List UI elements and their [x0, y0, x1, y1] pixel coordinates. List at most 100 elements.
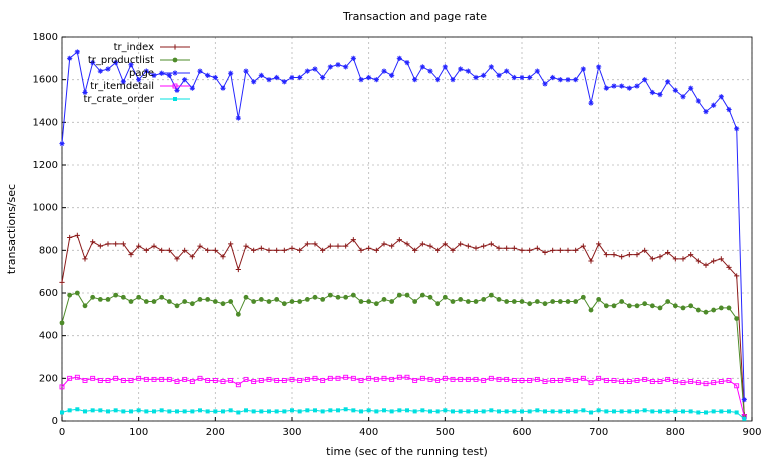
point	[228, 408, 233, 413]
point	[105, 378, 111, 383]
point	[511, 378, 517, 383]
point	[182, 376, 188, 382]
point	[105, 66, 111, 72]
point	[542, 81, 548, 87]
point	[557, 378, 563, 383]
point	[649, 89, 655, 96]
point	[197, 375, 203, 381]
point	[504, 376, 510, 382]
x-tick-label: 100	[129, 427, 148, 438]
point	[129, 409, 133, 414]
point	[274, 297, 280, 302]
y-tick-label: 400	[39, 331, 58, 342]
point	[343, 243, 349, 249]
point	[389, 376, 395, 382]
point	[289, 245, 295, 251]
point	[190, 409, 195, 414]
point	[681, 409, 685, 414]
point	[688, 85, 694, 91]
point	[381, 375, 387, 381]
point	[435, 378, 441, 383]
point	[213, 409, 218, 414]
series-line	[61, 292, 745, 417]
point	[244, 408, 248, 413]
point	[374, 409, 379, 414]
point	[451, 409, 455, 414]
point	[726, 305, 732, 311]
point	[450, 77, 456, 83]
point	[474, 409, 478, 414]
point	[106, 409, 110, 414]
point	[404, 60, 410, 66]
point	[665, 79, 671, 85]
point	[396, 292, 402, 298]
point	[734, 383, 740, 389]
point	[189, 301, 195, 307]
point	[136, 243, 142, 249]
point	[274, 378, 280, 383]
point	[389, 299, 395, 304]
point	[59, 279, 65, 285]
point	[251, 409, 256, 414]
point	[212, 299, 218, 304]
point	[589, 410, 593, 415]
point	[718, 305, 724, 311]
point	[619, 83, 625, 89]
point	[235, 115, 241, 121]
point	[366, 74, 372, 81]
point	[320, 247, 326, 253]
legend-marker	[172, 83, 178, 89]
point	[251, 247, 257, 253]
point	[588, 258, 594, 264]
point	[358, 247, 364, 253]
point	[435, 77, 441, 83]
point	[458, 409, 463, 414]
chart-title: Transaction and page rate	[342, 10, 487, 23]
point	[67, 234, 73, 241]
point	[596, 297, 602, 302]
point	[695, 98, 701, 104]
point	[175, 409, 179, 414]
point	[159, 247, 165, 253]
point	[603, 378, 609, 383]
point	[74, 290, 80, 296]
point	[243, 376, 249, 382]
point	[67, 292, 73, 298]
point	[612, 409, 616, 414]
point	[527, 409, 532, 414]
point	[573, 299, 579, 304]
point	[557, 247, 563, 253]
point	[435, 409, 440, 414]
point	[166, 72, 172, 78]
point	[581, 408, 586, 413]
point	[67, 375, 73, 381]
point	[220, 379, 226, 384]
point	[496, 376, 502, 382]
point	[442, 64, 448, 70]
point	[60, 410, 64, 415]
point	[235, 382, 241, 388]
point	[412, 378, 418, 383]
point	[97, 68, 103, 74]
point	[136, 375, 142, 381]
series-line	[61, 50, 745, 400]
point	[83, 409, 87, 414]
point	[711, 380, 717, 386]
point	[335, 375, 341, 381]
point	[304, 297, 310, 302]
point	[166, 247, 172, 253]
point	[174, 256, 180, 262]
point	[711, 409, 716, 414]
point	[373, 376, 379, 382]
point	[220, 85, 226, 91]
point	[251, 379, 257, 384]
point	[419, 64, 425, 70]
point	[488, 375, 494, 381]
point	[565, 77, 571, 83]
point	[105, 297, 111, 302]
point	[550, 378, 556, 383]
point	[366, 299, 372, 304]
point	[580, 66, 586, 72]
point	[527, 247, 533, 253]
point	[266, 247, 272, 253]
